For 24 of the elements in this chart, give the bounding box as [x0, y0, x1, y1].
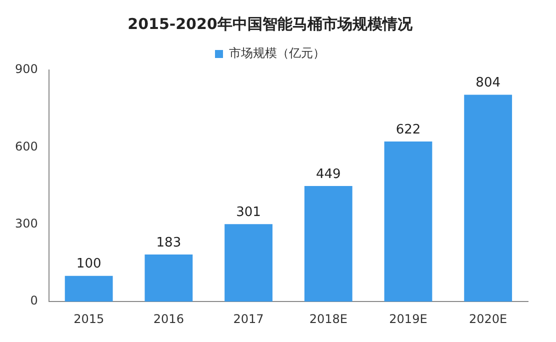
data-label: 804: [476, 76, 500, 91]
x-tick-label: 2020E: [469, 312, 508, 326]
data-label: 301: [236, 205, 261, 220]
bar: [384, 142, 432, 302]
x-tick-label: 2019E: [389, 312, 428, 326]
bar: [464, 94, 512, 302]
x-tick-label: 2016: [153, 312, 184, 326]
y-tick-label: 0: [30, 294, 38, 308]
x-tick-label: 2018E: [309, 312, 348, 326]
data-label: 449: [316, 166, 341, 182]
data-label: 183: [156, 235, 182, 250]
x-tick-label: 2015: [74, 312, 104, 326]
y-tick-label: 900: [15, 62, 38, 76]
y-tick-label: 300: [15, 216, 38, 231]
data-label: 622: [396, 122, 421, 138]
data-label: 100: [76, 256, 102, 272]
legend-label: 市场规模（亿元）: [229, 46, 325, 60]
bar: [304, 186, 352, 302]
bar: [144, 254, 193, 302]
bar: [224, 224, 272, 302]
x-tick-label: 2017: [233, 312, 264, 326]
chart-title: 2015-2020年中国智能马桶市场规模情况: [128, 14, 414, 33]
y-tick-label: 600: [15, 139, 38, 154]
bar: [64, 276, 113, 302]
